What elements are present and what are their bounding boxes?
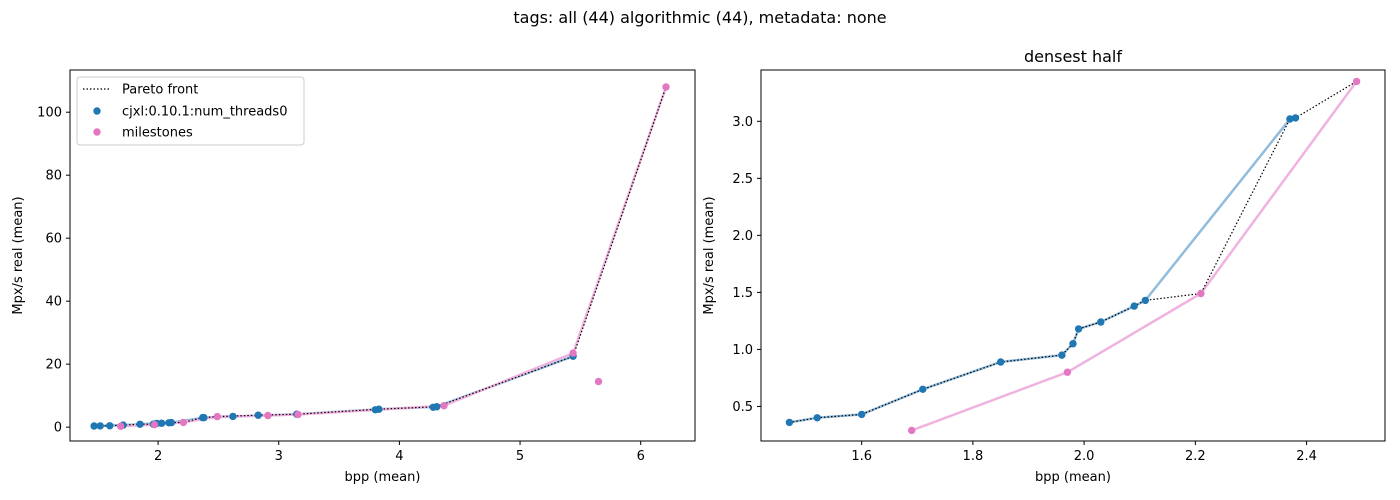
data-point bbox=[594, 377, 603, 386]
legend-entry-label: cjxl:0.10.1:num_threads0 bbox=[122, 105, 287, 120]
y-tick-label: 80 bbox=[45, 169, 62, 184]
legend-series-marker bbox=[93, 107, 101, 115]
data-point bbox=[213, 412, 221, 421]
x-tick-label: 2.0 bbox=[1074, 449, 1095, 464]
data-point bbox=[440, 402, 448, 410]
data-point bbox=[106, 422, 114, 430]
axes-frame bbox=[69, 69, 696, 442]
pareto-front-line bbox=[789, 80, 1357, 423]
y-tick-label: 0.5 bbox=[732, 400, 753, 415]
y-tick-label: 100 bbox=[37, 106, 62, 121]
x-axis-label: bpp (mean) bbox=[1035, 470, 1111, 485]
series-line bbox=[789, 118, 1291, 424]
data-point bbox=[1097, 318, 1105, 326]
data-point bbox=[1063, 368, 1072, 376]
data-point bbox=[433, 403, 441, 411]
data-point bbox=[1291, 114, 1300, 122]
data-point bbox=[264, 411, 272, 420]
data-point bbox=[294, 410, 302, 419]
data-point bbox=[136, 420, 144, 428]
data-point bbox=[908, 426, 916, 435]
data-point bbox=[1074, 325, 1083, 333]
data-point bbox=[1141, 296, 1150, 305]
x-tick-label: 2.2 bbox=[1185, 449, 1206, 464]
y-axis-label: Mpx/s real (mean) bbox=[702, 196, 717, 314]
y-tick-label: 1.5 bbox=[732, 286, 753, 301]
data-point bbox=[158, 419, 166, 427]
data-point bbox=[254, 411, 262, 419]
legend-entry-label: milestones bbox=[122, 126, 193, 141]
x-tick-label: 4 bbox=[395, 449, 403, 464]
y-tick-label: 3.0 bbox=[732, 115, 753, 130]
data-point bbox=[997, 358, 1005, 366]
x-tick-label: 2 bbox=[154, 449, 162, 464]
data-point bbox=[117, 422, 125, 430]
figure-suptitle: tags: all (44) algorithmic (44), metadat… bbox=[513, 8, 886, 27]
legend-milestones-marker bbox=[93, 128, 101, 136]
x-axis-label: bpp (mean) bbox=[345, 470, 421, 485]
chart-title: densest half bbox=[1024, 47, 1122, 66]
data-point bbox=[569, 349, 577, 357]
data-point bbox=[1197, 289, 1205, 298]
data-point bbox=[229, 412, 237, 421]
data-point bbox=[200, 413, 208, 422]
y-tick-label: 60 bbox=[45, 232, 62, 247]
y-tick-label: 2.0 bbox=[732, 229, 753, 244]
y-tick-label: 1.0 bbox=[732, 343, 753, 358]
plot-area bbox=[90, 83, 670, 430]
x-tick-label: 2.4 bbox=[1296, 449, 1317, 464]
x-tick-label: 1.6 bbox=[851, 449, 872, 464]
right-chart-panel: 1.6 1.8 2.0 2.2 2.4 0.5 1.0 1.5 2.0 2.5 3.0 bpp (me… bbox=[702, 47, 1386, 485]
data-point bbox=[1130, 302, 1138, 310]
x-tick-label: 1.8 bbox=[963, 449, 984, 464]
data-point bbox=[813, 414, 821, 422]
data-point bbox=[662, 83, 670, 91]
data-point bbox=[1058, 351, 1066, 359]
data-point bbox=[785, 418, 794, 427]
legend-entry-label: Pareto front bbox=[122, 83, 198, 98]
legend-box bbox=[76, 76, 305, 146]
y-tick-label: 40 bbox=[45, 295, 62, 310]
data-point bbox=[96, 422, 104, 430]
series-line bbox=[94, 355, 574, 428]
y-tick-label: 0 bbox=[54, 421, 62, 436]
x-tick-label: 3 bbox=[275, 449, 283, 464]
data-point bbox=[1069, 340, 1077, 348]
series-line bbox=[911, 80, 1358, 432]
data-point bbox=[150, 420, 159, 429]
data-point bbox=[179, 418, 188, 427]
data-point bbox=[858, 410, 866, 419]
data-point bbox=[1286, 115, 1294, 123]
data-point bbox=[167, 418, 176, 427]
data-point bbox=[919, 385, 927, 393]
axes-frame bbox=[760, 69, 1386, 442]
y-tick-label: 20 bbox=[45, 358, 62, 373]
y-tick-label: 2.5 bbox=[732, 172, 753, 187]
legend: Pareto front cjxl:0.10.1:num_threads0mile… bbox=[76, 76, 305, 146]
plot-area bbox=[785, 77, 1361, 435]
x-tick-label: 5 bbox=[516, 449, 524, 464]
data-point bbox=[1352, 77, 1361, 86]
y-axis-label: Mpx/s real (mean) bbox=[11, 196, 26, 314]
x-tick-label: 6 bbox=[637, 449, 645, 464]
data-point bbox=[375, 405, 383, 413]
data-point bbox=[90, 422, 98, 430]
